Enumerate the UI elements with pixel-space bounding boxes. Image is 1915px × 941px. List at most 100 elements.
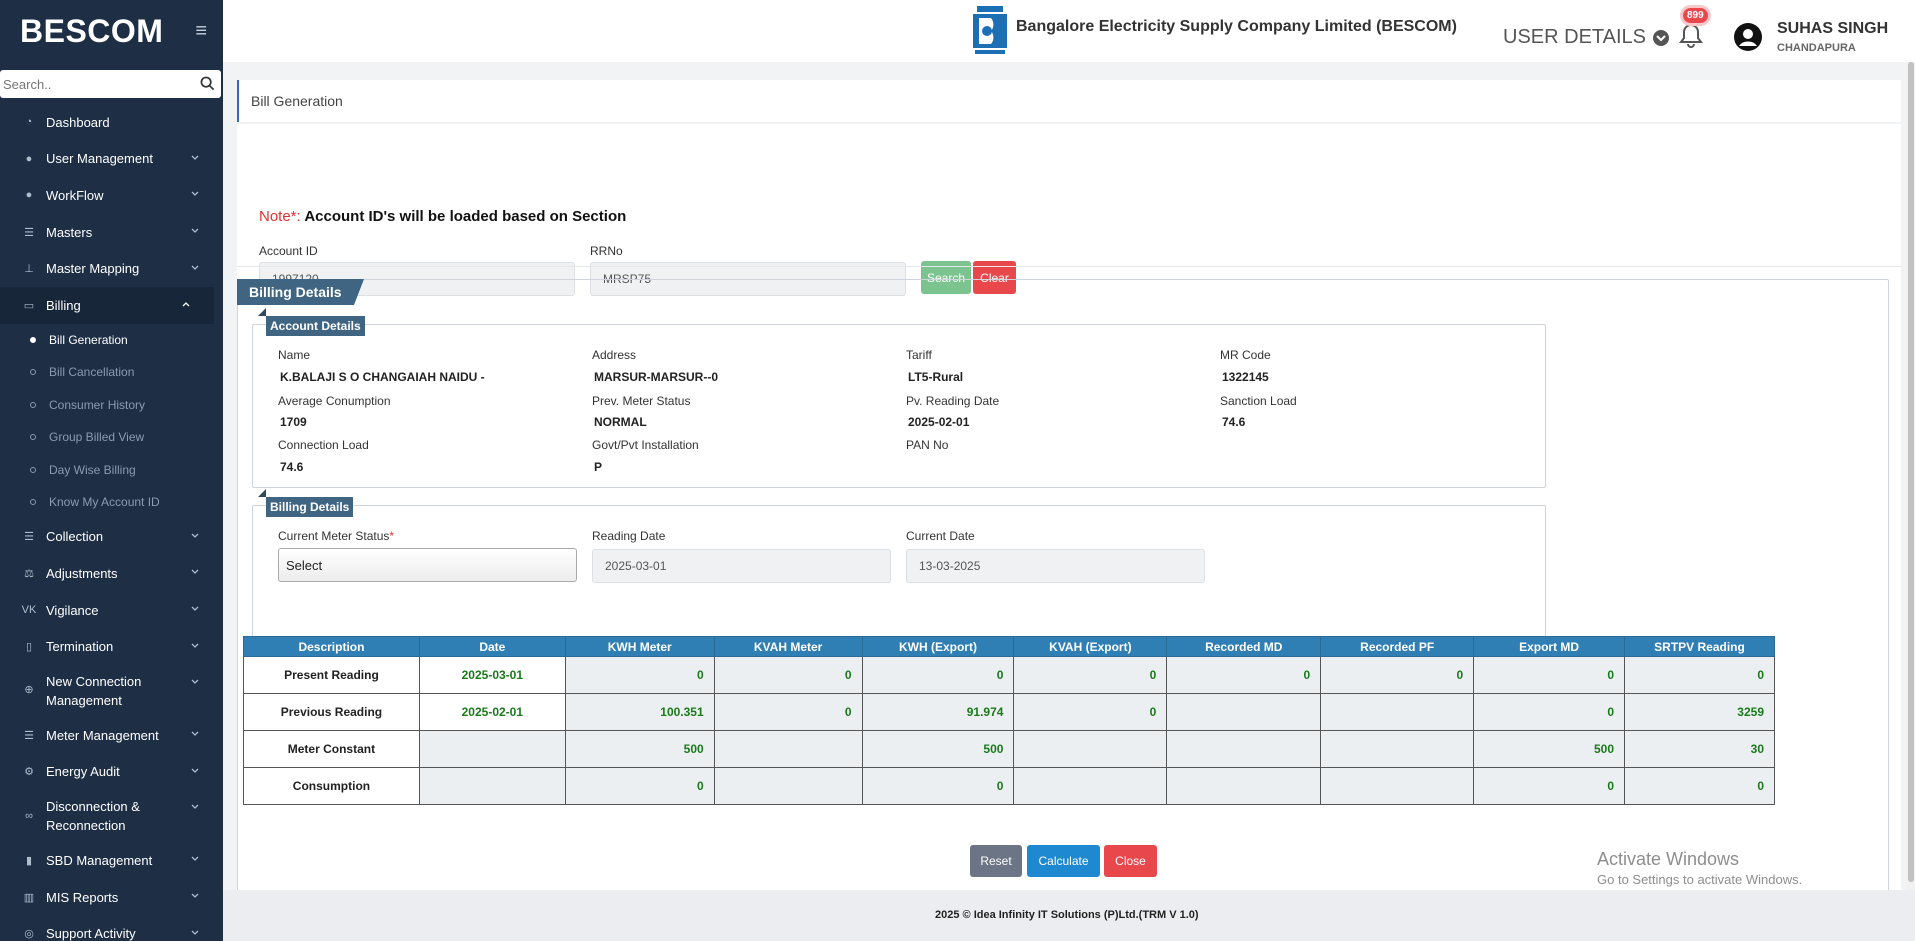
scrollbar-thumb[interactable] bbox=[1908, 62, 1914, 882]
mr-code-label: MR Code bbox=[1220, 348, 1271, 362]
table-row: Consumption 0 0 0 0 bbox=[243, 767, 1775, 805]
sidebar-item-label: Dashboard bbox=[46, 114, 110, 130]
sidebar-item-workflow[interactable]: ● WorkFlow bbox=[0, 177, 223, 214]
close-button[interactable]: Close bbox=[1104, 845, 1157, 877]
user-details-label: USER DETAILS bbox=[1503, 26, 1646, 48]
sidebar-item-label: WorkFlow bbox=[46, 187, 104, 203]
chevron-down-icon bbox=[191, 856, 199, 862]
sidebar-subitem-consumer-history[interactable]: Consumer History bbox=[0, 389, 223, 422]
sidebar-item-label: Master Mapping bbox=[46, 261, 140, 277]
connection-load-label: Connection Load bbox=[278, 438, 369, 452]
sidebar-item-label: SBD Management bbox=[46, 852, 153, 868]
connection-load-value: 74.6 bbox=[280, 460, 304, 474]
sidebar-subitem-bill-generation[interactable]: Bill Generation bbox=[0, 324, 223, 357]
recorded-pf-cell bbox=[1320, 767, 1475, 805]
current-meter-status-select[interactable]: Select bbox=[278, 548, 577, 582]
recorded-pf-cell bbox=[1320, 730, 1475, 768]
sidebar-item-mis-reports[interactable]: ▥ MIS Reports bbox=[0, 879, 223, 916]
export-md-cell: 0 bbox=[1473, 693, 1626, 731]
user-location: CHANDAPURA bbox=[1777, 42, 1856, 54]
list-icon: ☰ bbox=[24, 226, 34, 239]
tariff-value: LT5-Rural bbox=[908, 370, 964, 384]
sidebar-item-support-activity[interactable]: ◎ Support Activity bbox=[0, 915, 223, 941]
sidebar-item-billing[interactable]: ▭ Billing bbox=[0, 286, 214, 324]
avatar[interactable] bbox=[1733, 22, 1763, 52]
tariff-label: Tariff bbox=[906, 348, 932, 362]
kwh-meter-cell: 500 bbox=[564, 730, 715, 768]
chevron-down-icon bbox=[191, 228, 199, 233]
page-title: Bill Generation bbox=[251, 93, 343, 109]
kvah-export-cell[interactable]: 0 bbox=[1013, 656, 1168, 694]
kvah-meter-cell[interactable]: 0 bbox=[713, 656, 863, 694]
search-icon[interactable] bbox=[200, 76, 215, 91]
sidebar-item-masters[interactable]: ☰ Masters bbox=[0, 214, 223, 251]
account-id-label: Account ID bbox=[259, 244, 318, 258]
sidebar-item-meter-management[interactable]: ☰ Meter Management bbox=[0, 717, 223, 754]
reading-date-field[interactable]: 2025-03-01 bbox=[592, 549, 891, 583]
chevron-up-icon bbox=[182, 302, 190, 307]
srtpv-reading-cell: 30 bbox=[1624, 730, 1775, 768]
sidebar-item-label: Support Activity bbox=[46, 926, 136, 941]
chevron-down-icon bbox=[191, 155, 199, 160]
sidebar-item-label: Collection bbox=[46, 529, 104, 545]
calculate-button[interactable]: Calculate bbox=[1027, 845, 1100, 877]
sidebar-item-adjustments[interactable]: ⚖ Adjustments bbox=[0, 555, 223, 592]
srtpv-reading-cell: 3259 bbox=[1624, 693, 1775, 731]
plus-circle-icon: ⊕ bbox=[24, 684, 34, 697]
notification-count-badge[interactable]: 899 bbox=[1683, 8, 1708, 23]
bell-icon[interactable] bbox=[1679, 22, 1703, 48]
watermark-subtitle: Go to Settings to activate Windows. bbox=[1597, 872, 1803, 887]
recorded-pf-cell[interactable]: 0 bbox=[1320, 656, 1475, 694]
brand-logo: BESCOM bbox=[20, 12, 164, 49]
sidebar-item-collection[interactable]: ☰ Collection bbox=[0, 519, 223, 556]
sidebar-subitem-bill-cancellation[interactable]: Bill Cancellation bbox=[0, 356, 223, 389]
mr-code-value: 1322145 bbox=[1222, 370, 1269, 384]
user-details-dropdown[interactable]: USER DETAILS bbox=[1503, 26, 1670, 49]
sidebar-item-label: Energy Audit bbox=[46, 764, 120, 780]
kwh-export-cell[interactable]: 0 bbox=[861, 656, 1015, 694]
sidebar-item-label: User Management bbox=[46, 151, 153, 167]
bescom-logo-icon bbox=[973, 6, 1007, 54]
export-md-cell[interactable]: 0 bbox=[1473, 656, 1626, 694]
current-meter-status-label: Current Meter Status* bbox=[278, 529, 394, 543]
sidebar-search-input[interactable] bbox=[0, 70, 190, 98]
average-consumption-value: 1709 bbox=[280, 415, 307, 429]
sidebar-subitem-day-wise-billing[interactable]: Day Wise Billing bbox=[0, 454, 223, 487]
current-date-field[interactable]: 13-03-2025 bbox=[906, 549, 1205, 583]
kwh-meter-cell[interactable]: 0 bbox=[564, 656, 715, 694]
kvah-export-cell: 0 bbox=[1013, 693, 1168, 731]
sidebar-item-user-management[interactable]: ● User Management bbox=[0, 141, 223, 178]
name-value: K.BALAJI S O CHANGAIAH NAIDU - bbox=[280, 370, 485, 384]
chevron-down-icon bbox=[191, 265, 199, 270]
list-icon: ☰ bbox=[24, 729, 34, 742]
sidebar-subitem-know-my-account-id[interactable]: Know My Account ID bbox=[0, 486, 223, 519]
sidebar-subitem-group-billed-view[interactable]: Group Billed View bbox=[0, 421, 223, 454]
current-meter-status-text: Current Meter Status bbox=[278, 529, 390, 543]
recorded-md-cell[interactable]: 0 bbox=[1166, 656, 1322, 694]
chevron-down-icon bbox=[191, 731, 199, 737]
note-prefix: Note*: bbox=[259, 208, 301, 225]
sidebar-item-dashboard[interactable]: ◔ Dashboard bbox=[0, 104, 223, 141]
company-name: Bangalore Electricity Supply Company Lim… bbox=[1016, 18, 1457, 35]
sidebar-item-energy-audit[interactable]: ⚙ Energy Audit bbox=[0, 754, 223, 791]
recorded-md-cell bbox=[1166, 767, 1322, 805]
sidebar-item-master-mapping[interactable]: ⊥ Master Mapping bbox=[0, 250, 223, 287]
kvah-meter-cell bbox=[713, 767, 863, 805]
chevron-down-icon bbox=[191, 679, 199, 684]
user-icon: ● bbox=[25, 152, 33, 165]
reset-button[interactable]: Reset bbox=[970, 845, 1022, 877]
hamburger-menu-icon[interactable]: ≡ bbox=[195, 19, 207, 42]
page-scrollbar[interactable] bbox=[1907, 62, 1915, 890]
sidebar-search bbox=[0, 70, 221, 98]
table-row: Previous Reading 2025-02-01 100.351 0 91… bbox=[243, 693, 1775, 731]
sidebar-item-new-connection-management[interactable]: ⊕ New Connection Management bbox=[0, 665, 223, 717]
chevron-down-icon bbox=[191, 643, 199, 648]
sidebar-item-disconnection-reconnection[interactable]: ∞ Disconnection & Reconnection bbox=[0, 790, 223, 842]
bullet-icon bbox=[30, 336, 36, 343]
footer: 2025 © Idea Infinity IT Solutions (P)Ltd… bbox=[223, 890, 1915, 941]
required-marker: * bbox=[389, 529, 395, 543]
sidebar-item-sbd-management[interactable]: ▮ SBD Management bbox=[0, 842, 223, 879]
sidebar-item-vigilance[interactable]: VK Vigilance bbox=[0, 592, 223, 629]
srtpv-reading-cell[interactable]: 0 bbox=[1624, 656, 1775, 694]
sidebar-item-termination[interactable]: ▯ Termination bbox=[0, 628, 223, 665]
